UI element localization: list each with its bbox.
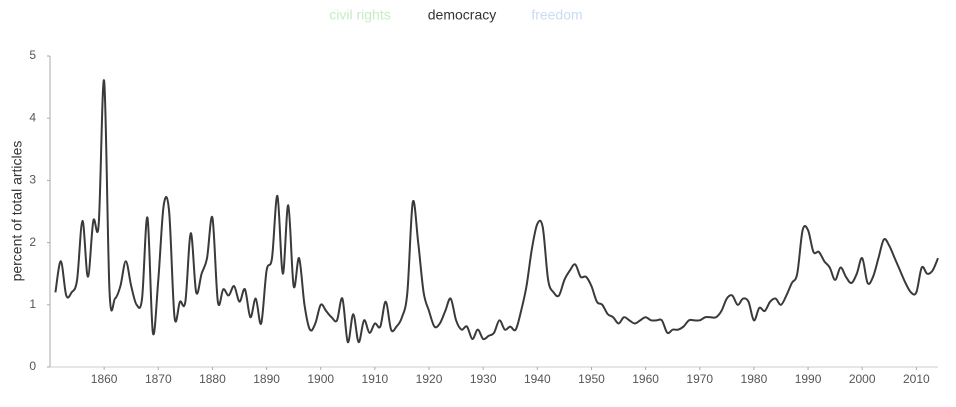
x-tick-label: 1950 xyxy=(578,372,605,386)
x-tick-label: 1860 xyxy=(91,372,118,386)
x-tick-label: 1910 xyxy=(362,372,389,386)
x-tick-label: 1970 xyxy=(686,372,713,386)
y-tick-label: 5 xyxy=(29,48,36,62)
y-axis-label: percent of total articles xyxy=(9,141,25,282)
legend-item[interactable]: civil rights xyxy=(329,7,390,23)
x-tick-label: 1960 xyxy=(632,372,659,386)
y-tick-label: 2 xyxy=(29,235,36,249)
x-tick-label: 1940 xyxy=(524,372,551,386)
x-tick-label: 1990 xyxy=(795,372,822,386)
x-tick-label: 1890 xyxy=(253,372,280,386)
line xyxy=(54,79,939,344)
y-tick-label: 4 xyxy=(29,110,36,124)
legend-item[interactable]: freedom xyxy=(531,7,582,23)
x-tick-label: 1870 xyxy=(145,372,172,386)
x-tick-label: 1920 xyxy=(416,372,443,386)
x-tick-label: 1900 xyxy=(307,372,334,386)
legend-item[interactable]: democracy xyxy=(428,7,496,23)
x-tick-label: 1880 xyxy=(199,372,226,386)
x-tick-label: 1930 xyxy=(470,372,497,386)
x-tick-label: 2000 xyxy=(849,372,876,386)
y-tick-label: 1 xyxy=(29,297,36,311)
x-tick-label: 1980 xyxy=(741,372,768,386)
x-tick-label: 2010 xyxy=(903,372,930,386)
y-tick-label: 0 xyxy=(29,359,36,373)
y-tick-label: 3 xyxy=(29,173,36,187)
